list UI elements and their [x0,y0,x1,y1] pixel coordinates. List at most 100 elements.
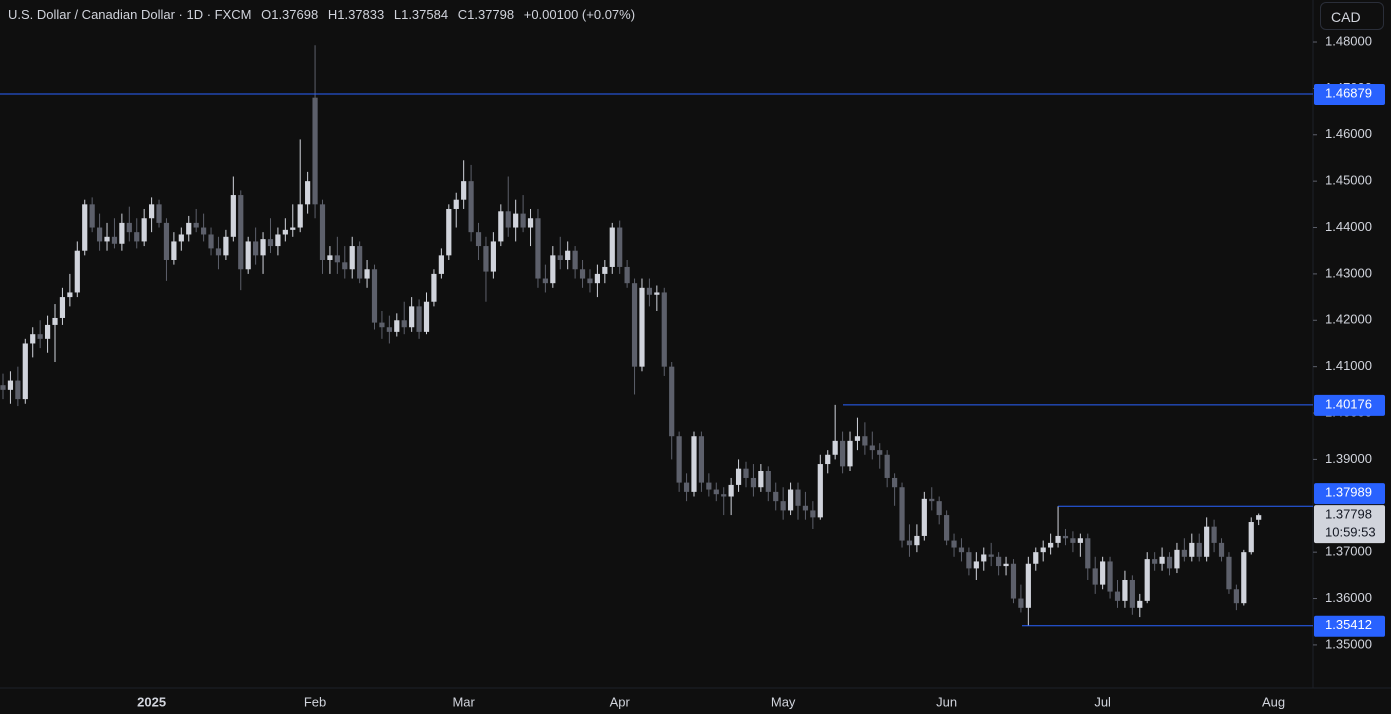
candle-body [1152,559,1158,564]
candle-body [327,255,333,260]
candle-body [1241,552,1247,604]
candle-body [253,241,259,256]
candle-body [111,236,118,244]
candle-body [765,471,771,492]
candle-body [988,554,994,557]
candle-body [490,241,496,272]
candle-body [513,213,519,228]
candle-body [773,491,779,502]
candle-body [22,343,28,400]
candle-body [349,246,355,270]
candle-body [89,204,95,228]
y-tick-label: 1.43000 [1325,265,1372,280]
candle-body [996,556,1002,567]
y-tick-label: 1.46000 [1325,126,1372,141]
candle-body [505,211,511,228]
candle-body [141,218,147,242]
candle-body [1159,556,1165,564]
y-tick-label: 1.37000 [1325,544,1372,559]
candle-body [275,234,281,247]
candle-body [438,255,444,274]
candle-body [475,232,482,247]
x-tick-label: Aug [1262,694,1285,709]
candle-body [1166,556,1173,569]
candle-body [74,250,80,293]
y-tick-label: 1.41000 [1325,358,1372,373]
candle-body [520,213,526,228]
candle-body [119,222,125,244]
currency-button[interactable]: CAD [1320,2,1384,30]
candle-body [1003,563,1009,567]
candle-body [862,436,868,446]
candle-body [423,301,430,332]
ohlc-value: 1.37584 [401,7,449,22]
candle-body [1048,542,1054,548]
candle-body [0,385,6,390]
ohlc-prefix: H [327,7,338,22]
x-tick-label: Jul [1094,694,1111,709]
candle-body [780,501,786,511]
level-label: 1.40176 [1325,396,1372,411]
candle-body [877,450,883,455]
candle-body [461,181,467,200]
candle-body [1085,538,1091,569]
candle-body [319,204,326,260]
y-tick-label: 1.42000 [1325,312,1372,327]
candle-body [156,204,162,223]
candle-body [884,454,890,478]
candle-body [899,487,905,541]
candle-body [527,218,534,228]
candle-body [832,440,838,455]
candle-body [847,440,853,467]
candle-body [1077,538,1083,543]
candle-body [37,334,43,339]
candle-body [215,248,222,256]
candle-body [944,515,950,541]
candle-body [1218,542,1225,557]
candle-body [401,320,407,328]
candle-body [973,561,979,569]
candle-body [178,234,184,242]
candle-body [193,222,199,228]
candle-body [906,540,913,546]
candle-body [7,380,14,390]
candle-body [594,273,600,284]
y-tick-label: 1.39000 [1325,451,1372,466]
level-label-box [1314,483,1385,505]
candle-body [1256,515,1262,520]
candle-body [550,255,556,284]
candle-body [223,236,229,256]
candle-body [1040,547,1046,553]
candle-body [706,482,712,490]
candle-body [52,317,58,325]
candle-body [1137,600,1143,608]
candle-body [104,236,110,242]
candle-body [357,246,363,279]
candle-body [839,440,846,467]
candle-body [230,195,236,237]
candle-body [1025,563,1031,608]
candle-body [260,239,266,256]
candle-body [609,227,615,267]
candle-body [661,292,667,367]
candle-body [535,218,541,279]
candle-body [892,477,898,488]
candle-body [238,195,244,270]
candle-body [951,540,957,548]
candle-body [67,292,73,298]
level-label: 1.35412 [1325,617,1372,632]
ohlc-value: 1.37798 [467,7,515,22]
candle-body [483,246,489,272]
candle-body [1226,556,1232,590]
current-price-box [1314,505,1385,544]
candle-body [631,283,638,367]
candle-body [698,436,705,483]
candle-body [802,505,809,511]
candle-body [1062,535,1069,539]
symbol-title: U.S. Dollar / Canadian Dollar · 1D · FXC… [8,7,252,22]
y-tick-label: 1.48000 [1325,33,1372,48]
candle-body [44,324,51,339]
ohlc-prefix: O [261,7,272,22]
